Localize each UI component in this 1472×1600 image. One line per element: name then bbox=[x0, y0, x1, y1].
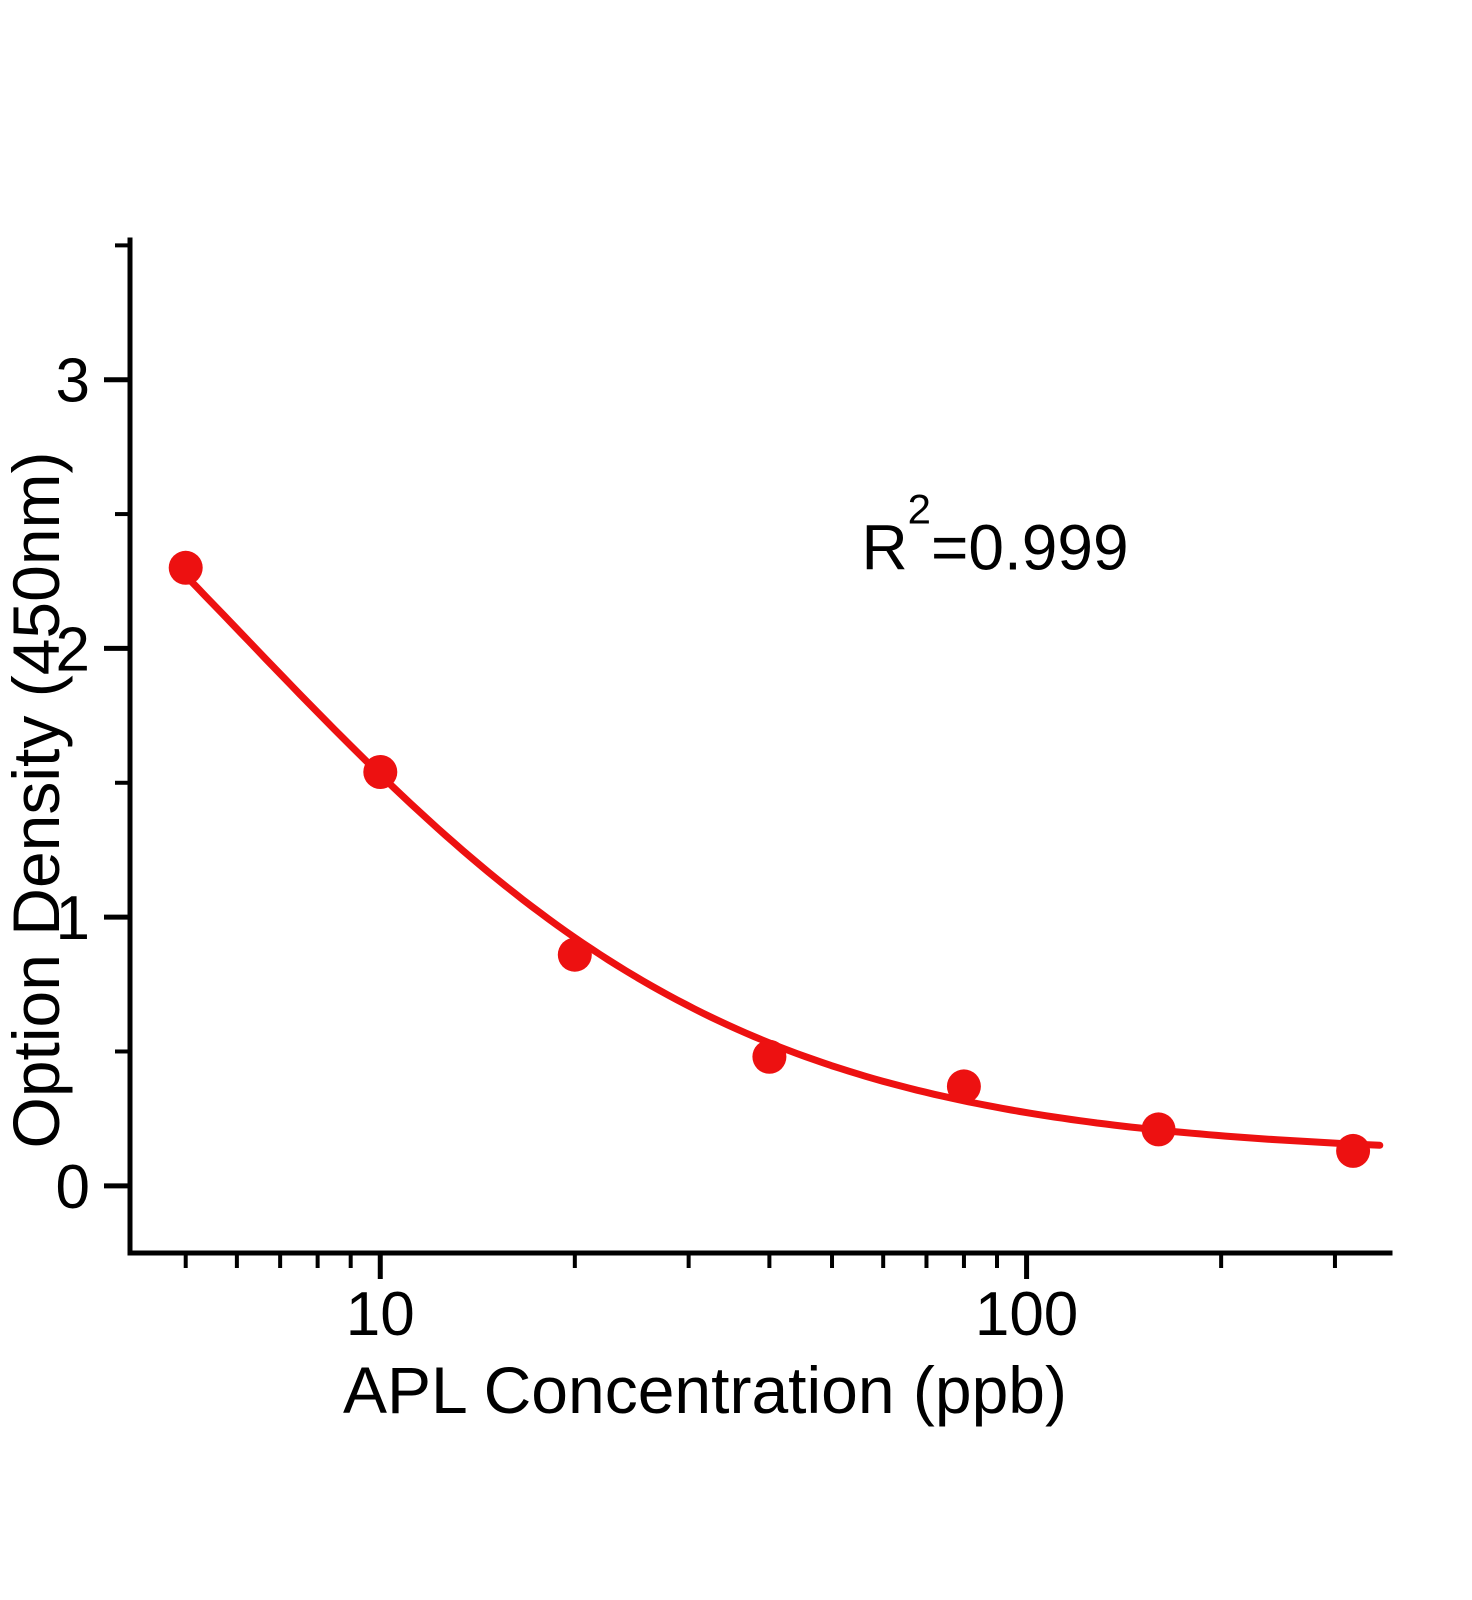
axes-spine bbox=[127, 237, 1393, 1256]
y-axis-label: Option Density (450nm) bbox=[0, 451, 73, 1149]
data-point bbox=[1336, 1133, 1371, 1168]
x-tick-label: 100 bbox=[975, 1280, 1078, 1349]
y-tick-label: 3 bbox=[56, 347, 90, 416]
y-tick-label: 0 bbox=[56, 1153, 90, 1222]
data-point bbox=[557, 937, 592, 972]
annotation-base: R bbox=[861, 511, 908, 584]
data-point bbox=[946, 1069, 981, 1104]
y-tick-label: 1 bbox=[56, 884, 90, 953]
annotation-value: =0.999 bbox=[931, 511, 1129, 584]
data-point bbox=[168, 550, 203, 585]
data-point bbox=[752, 1039, 787, 1074]
r-squared-annotation: R2=0.999 bbox=[861, 485, 1129, 584]
data-point bbox=[1141, 1112, 1176, 1147]
x-tick-label: 10 bbox=[346, 1280, 415, 1349]
data-point bbox=[363, 755, 398, 789]
annotation-exponent: 2 bbox=[907, 485, 932, 533]
y-tick-label: 2 bbox=[56, 615, 90, 684]
x-axis-label: APL Concentration (ppb) bbox=[343, 1353, 1067, 1427]
